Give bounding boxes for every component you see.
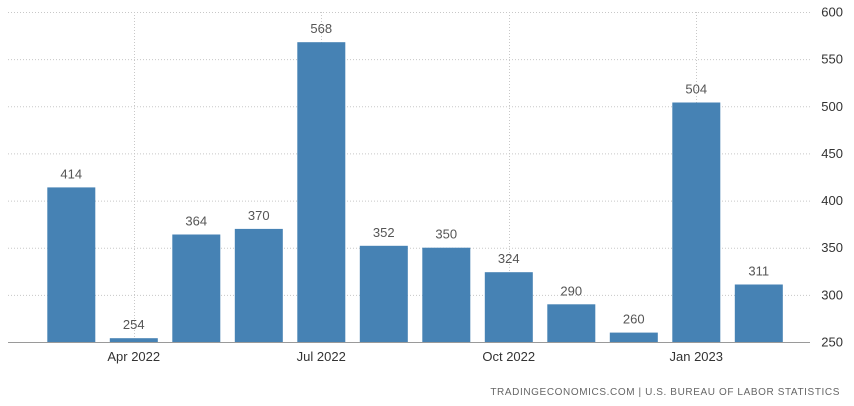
bar-value-label: 352 <box>373 225 395 240</box>
y-tick-label: 600 <box>821 5 843 20</box>
y-tick-label: 250 <box>821 335 843 350</box>
bar <box>422 247 471 342</box>
x-tick-label: Apr 2022 <box>107 349 160 364</box>
y-tick-label: 300 <box>821 287 843 302</box>
bar-value-label: 370 <box>248 208 270 223</box>
y-tick-label: 350 <box>821 240 843 255</box>
bar-value-label: 364 <box>185 214 207 229</box>
bar-value-label: 254 <box>123 317 145 332</box>
bar <box>609 332 658 342</box>
bar-value-label: 568 <box>310 21 332 36</box>
bar-value-label: 504 <box>685 82 707 97</box>
x-tick-label: Oct 2022 <box>482 349 535 364</box>
bar <box>109 338 158 342</box>
bar-value-label: 311 <box>748 264 769 279</box>
y-tick-label: 500 <box>821 99 843 114</box>
y-tick-label: 450 <box>821 146 843 161</box>
bar-value-label: 350 <box>435 227 457 242</box>
bar <box>672 102 721 342</box>
bar <box>172 234 221 342</box>
bar-value-label: 414 <box>60 166 82 181</box>
y-tick-label: 550 <box>821 52 843 67</box>
bar-value-label: 324 <box>498 251 520 266</box>
bar <box>234 228 283 342</box>
y-tick-label: 400 <box>821 193 843 208</box>
bar <box>359 245 408 342</box>
bar-value-label: 290 <box>560 283 582 298</box>
bar-value-label: 260 <box>623 312 645 327</box>
x-tick-label: Jan 2023 <box>670 349 724 364</box>
bar <box>47 187 96 342</box>
bar <box>734 284 783 342</box>
bar <box>484 272 533 342</box>
source-attribution: TRADINGECONOMICS.COM | U.S. BUREAU OF LA… <box>490 387 840 398</box>
bar <box>547 304 596 342</box>
x-tick-label: Jul 2022 <box>297 349 346 364</box>
bar <box>297 42 346 342</box>
